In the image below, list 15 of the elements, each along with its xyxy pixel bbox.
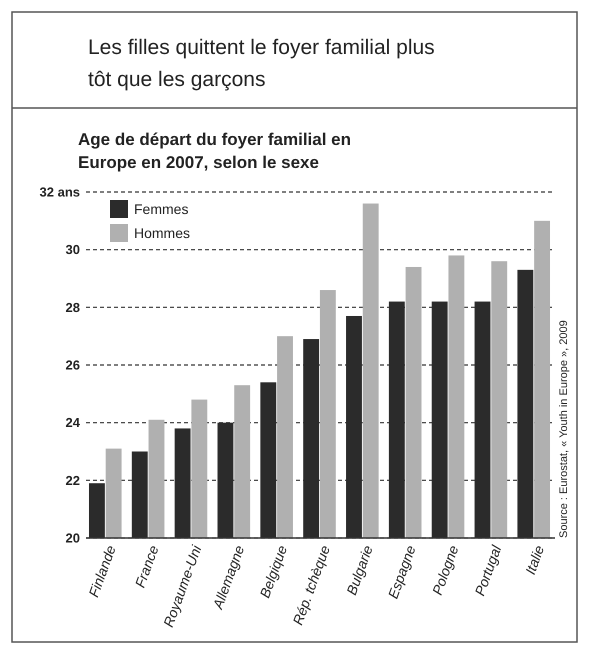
y-tick-label: 20 — [66, 530, 80, 546]
x-tick-label: Italie — [522, 543, 548, 576]
chart-subtitle: Age de départ du foyer familial en Europe en 2007, selon le sexe — [78, 130, 352, 172]
x-tick-label: France — [132, 543, 162, 590]
chart-title: Les filles quittent le foyer familial plus tôt que les garçons — [88, 36, 435, 91]
x-tick-label: Rép. tchèque — [289, 543, 333, 627]
legend-label: Hommes — [134, 224, 190, 241]
y-tick-label: 32 ans — [40, 184, 80, 200]
y-tick-label: 24 — [66, 415, 81, 430]
y-tick-label: 22 — [66, 472, 80, 488]
y-tick-label: 28 — [66, 300, 80, 315]
legend-label: Femmes — [134, 200, 188, 217]
y-tick-label: 26 — [66, 358, 80, 373]
source-note: Source : Eurostat, « Youth in Europe », 2009 — [558, 320, 570, 538]
y-tick-label: 30 — [66, 242, 80, 258]
